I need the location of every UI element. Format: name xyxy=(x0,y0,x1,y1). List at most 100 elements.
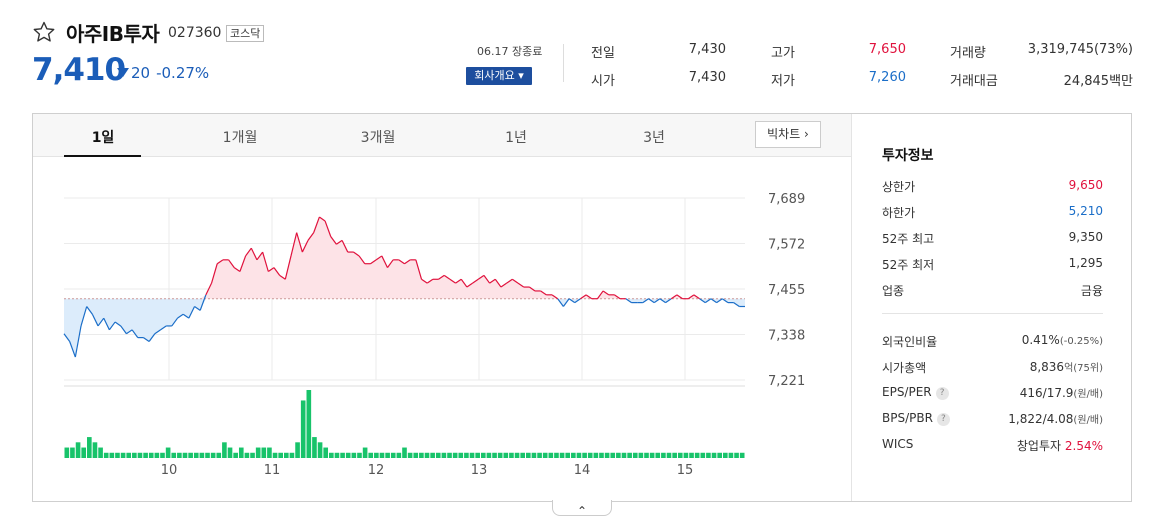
collapse-toggle-button[interactable]: ⌃ xyxy=(552,500,612,518)
tab-1month[interactable]: 1개월 xyxy=(222,130,258,146)
y-tick-label: 7,338 xyxy=(768,329,805,344)
price-line-segment xyxy=(148,333,156,342)
volume-bar xyxy=(683,452,689,458)
stock-name: 아주IB투자 xyxy=(66,22,160,46)
volume-bar xyxy=(587,452,593,458)
x-tick-label: 12 xyxy=(368,463,385,478)
volume-bar xyxy=(649,452,655,458)
company-overview-button[interactable]: 회사개요 ▾ xyxy=(466,67,532,85)
volume-bar xyxy=(509,452,514,458)
price-line-segment xyxy=(86,306,93,315)
tab-1year[interactable]: 1년 xyxy=(505,130,527,146)
volume-bar xyxy=(64,447,70,458)
price-line-segment xyxy=(415,259,423,280)
price-line-segment xyxy=(466,282,473,288)
volume-bar xyxy=(267,447,272,458)
investment-info-panel: 투자정보 상한가 9,650 하한가 5,210 52주 최고 9,350 52… xyxy=(851,114,1131,501)
tab-3year[interactable]: 3년 xyxy=(643,130,665,146)
price-line-segment xyxy=(653,298,661,304)
price-line-segment xyxy=(171,317,178,327)
volume-bar xyxy=(722,452,728,458)
info-value: 9,350 xyxy=(1068,230,1103,244)
low-value: 7,260 xyxy=(868,70,906,85)
price-line-segment xyxy=(228,259,235,268)
volume-bar xyxy=(103,452,109,458)
price-line-segment xyxy=(284,255,292,280)
big-chart-button[interactable]: 빅차트 › xyxy=(755,121,821,148)
volume-bar xyxy=(576,452,582,458)
x-tick-label: 10 xyxy=(161,463,178,478)
price-line-segment xyxy=(375,255,383,261)
volume-bar xyxy=(227,447,233,458)
price-line-segment xyxy=(233,267,241,272)
price-line-segment xyxy=(455,278,462,284)
volume-bar xyxy=(531,452,537,458)
price-line-segment xyxy=(574,298,581,304)
volume-bar xyxy=(711,452,717,458)
price-line-segment xyxy=(194,306,201,311)
price-line-segment xyxy=(421,278,428,284)
volume-bar xyxy=(244,452,250,458)
price-line-segment xyxy=(114,321,122,327)
volume-bar xyxy=(148,452,154,458)
volume-value: 3,319,745(73%) xyxy=(1027,42,1133,57)
price-line-segment xyxy=(91,314,99,327)
intraday-chart: 7,689 7,572 7,455 7,338 7,221 10 11 12 13 14 15 xyxy=(63,192,805,478)
price-line-segment xyxy=(551,294,559,300)
prev-close-label: 전일 xyxy=(591,46,615,61)
volume-bar xyxy=(514,452,520,458)
price-line-segment xyxy=(693,294,700,300)
volume-bar xyxy=(503,452,509,458)
chevron-up-icon: ⌃ xyxy=(576,504,588,518)
price-line-segment xyxy=(296,232,303,253)
price-line-segment xyxy=(489,278,496,284)
price-line-segment xyxy=(665,298,672,304)
tab-1day[interactable]: 1일 xyxy=(91,130,115,146)
volume-bar xyxy=(120,452,126,458)
info-subvalue: (원/배) xyxy=(1073,415,1103,426)
y-tick-label: 7,221 xyxy=(768,374,805,389)
info-value: 금융 xyxy=(1080,284,1103,298)
price-line-segment xyxy=(313,216,320,233)
tab-3month[interactable]: 3개월 xyxy=(360,130,396,146)
price-line-segment xyxy=(511,278,519,284)
help-icon[interactable]: ? xyxy=(935,387,949,400)
price-line-segment xyxy=(529,286,536,292)
volume-bar xyxy=(526,452,531,458)
price-line-segment xyxy=(568,298,576,304)
price-line-segment xyxy=(398,259,405,265)
price-line-segment xyxy=(687,294,695,300)
volume-bar xyxy=(272,452,278,458)
volume-bar xyxy=(295,442,300,458)
price-line-segment xyxy=(670,294,678,300)
volume-bar xyxy=(154,452,160,458)
volume-bar xyxy=(70,447,75,458)
volume-bar xyxy=(137,452,143,458)
volume-bar xyxy=(362,447,368,458)
price-line-segment xyxy=(625,298,632,304)
volume-bar xyxy=(604,452,610,458)
info-label: 업종 xyxy=(882,284,905,298)
period-tabs: 1일 1개월 3개월 1년 3년 빅차트 › xyxy=(33,114,851,157)
info-value: 0.41% xyxy=(1021,333,1060,347)
volume-bar xyxy=(233,452,238,458)
volume-bar xyxy=(171,452,177,458)
help-icon[interactable]: ? xyxy=(936,413,950,426)
high-value: 7,650 xyxy=(868,42,906,57)
price-line-segment xyxy=(676,294,683,300)
price-line-segment xyxy=(557,298,564,307)
volume-bar xyxy=(81,447,87,458)
volume-bar xyxy=(205,452,210,458)
volume-bar xyxy=(542,452,548,458)
info-label: 상한가 xyxy=(882,180,916,194)
price-line-segment xyxy=(585,294,593,300)
price-line-segment xyxy=(517,282,525,288)
price-line-segment xyxy=(733,302,740,307)
info-label: EPS/PER xyxy=(882,385,932,399)
price-line-segment xyxy=(341,240,349,253)
price-line-segment xyxy=(699,298,706,304)
price-line-segment xyxy=(426,278,434,284)
price-line-segment xyxy=(659,298,666,304)
favorite-star-icon[interactable] xyxy=(32,20,56,44)
investment-info-title: 투자정보 xyxy=(882,148,934,164)
